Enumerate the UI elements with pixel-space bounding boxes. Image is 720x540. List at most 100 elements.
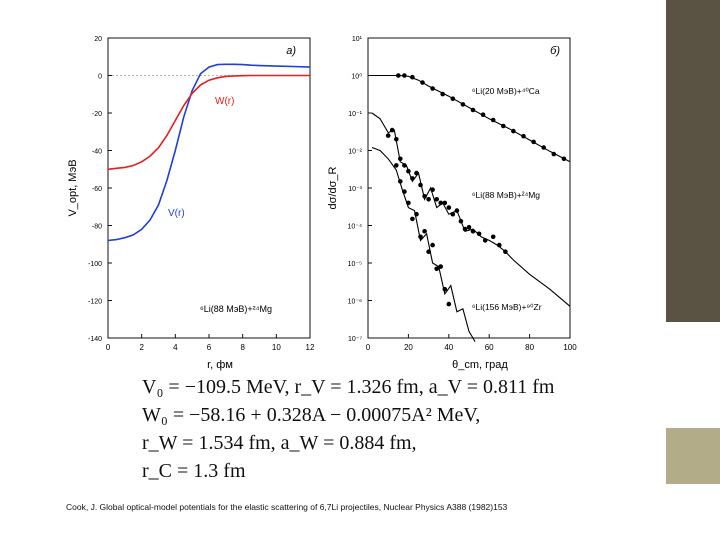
data-point bbox=[454, 208, 460, 213]
y-tick-label: 10⁻⁴ bbox=[348, 224, 363, 231]
data-point bbox=[389, 127, 395, 133]
data-point bbox=[434, 266, 440, 272]
data-point bbox=[426, 197, 431, 202]
panel-b-xlabel: θ_cm, град bbox=[452, 359, 508, 371]
y-tick-label: 10⁻⁶ bbox=[348, 299, 362, 306]
data-point bbox=[476, 231, 482, 237]
data-point bbox=[440, 91, 446, 97]
data-point bbox=[497, 242, 502, 248]
data-point bbox=[531, 139, 536, 145]
data-point bbox=[511, 128, 516, 134]
data-point bbox=[422, 229, 427, 234]
data-point bbox=[466, 224, 472, 230]
panel-a-frame bbox=[107, 37, 311, 339]
sidebar-white-bottom bbox=[666, 486, 720, 540]
data-point bbox=[410, 176, 415, 181]
formula-line-1: V₀ = −109.5 MeV, r_V = 1.326 fm, a_V = 0… bbox=[142, 376, 555, 398]
y-tick-label: -40 bbox=[92, 149, 102, 156]
y-tick-label: 10¹ bbox=[352, 36, 363, 43]
data-point bbox=[402, 163, 407, 168]
panel-b-frame bbox=[367, 37, 571, 339]
data-point bbox=[551, 151, 557, 157]
data-point bbox=[410, 216, 415, 222]
data-point bbox=[434, 197, 440, 202]
data-point bbox=[394, 163, 399, 168]
data-point bbox=[442, 286, 448, 292]
data-point bbox=[430, 187, 435, 192]
y-tick-label: 10⁻¹ bbox=[348, 111, 362, 118]
data-point bbox=[402, 73, 407, 78]
panel-b-ylabel: dσ/dσ_R bbox=[327, 166, 339, 209]
figure: a) V_opt, МэВ r, фм W(r) V(r) ⁶Li(88 МэВ… bbox=[67, 36, 577, 371]
x-tick-label: 100 bbox=[563, 343, 577, 352]
x-tick-label: 0 bbox=[366, 343, 371, 352]
data-point bbox=[561, 156, 567, 162]
v-curve-label: V(r) bbox=[168, 208, 185, 219]
series-curve-0 bbox=[372, 74, 571, 163]
w-curve-label: W(r) bbox=[215, 96, 234, 107]
formula-line-2: W₀ = −58.16 + 0.328A − 0.00075A² MeV, bbox=[142, 404, 481, 426]
label-li88-mg: ⁶Li(88 МэВ)+²⁴Mg bbox=[472, 190, 540, 200]
data-point bbox=[414, 170, 419, 176]
sidebar-tan bbox=[666, 428, 720, 484]
data-point bbox=[442, 200, 448, 206]
data-point bbox=[398, 179, 403, 184]
y-tick-label: 20 bbox=[94, 36, 102, 43]
x-tick-label: 20 bbox=[404, 343, 413, 352]
sidebar-dark bbox=[666, 0, 720, 322]
data-point bbox=[458, 218, 464, 224]
y-tick-label: 10⁻³ bbox=[348, 186, 362, 193]
panel-a: a) V_opt, МэВ r, фм W(r) V(r) ⁶Li(88 МэВ… bbox=[67, 36, 315, 371]
data-point bbox=[406, 168, 411, 174]
data-point bbox=[521, 133, 526, 139]
data-point bbox=[482, 238, 488, 243]
x-tick-label: 8 bbox=[240, 343, 245, 352]
data-point bbox=[406, 200, 411, 206]
data-point bbox=[541, 145, 546, 150]
y-tick-label: 0 bbox=[98, 74, 102, 81]
y-tick-label: -20 bbox=[92, 111, 102, 118]
citation-caption: Cook, J. Global optical-model potentials… bbox=[66, 502, 508, 512]
data-point bbox=[446, 205, 452, 210]
x-tick-label: 0 bbox=[106, 343, 111, 352]
x-tick-label: 40 bbox=[444, 343, 453, 352]
x-tick-label: 4 bbox=[173, 343, 178, 352]
data-point bbox=[394, 136, 399, 142]
panel-b: б) dσ/dσ_R θ_cm, град ⁶Li(20 МэВ)+⁴⁰Ca ⁶… bbox=[327, 36, 577, 371]
y-tick-label: 10⁻⁵ bbox=[348, 261, 362, 268]
y-tick-label: -100 bbox=[88, 261, 102, 268]
data-point bbox=[450, 211, 456, 217]
data-point bbox=[460, 102, 466, 107]
label-li20-ca: ⁶Li(20 МэВ)+⁴⁰Ca bbox=[472, 86, 540, 96]
data-point bbox=[398, 156, 403, 162]
y-tick-label: 10⁻² bbox=[348, 149, 362, 156]
panel-a-label: a) bbox=[286, 45, 296, 57]
data-point bbox=[490, 117, 496, 123]
data-point bbox=[450, 96, 456, 101]
v-curve bbox=[107, 63, 311, 242]
y-tick-label: -60 bbox=[92, 186, 102, 193]
y-tick-label: -80 bbox=[92, 224, 102, 231]
data-point bbox=[480, 112, 486, 117]
data-point bbox=[402, 189, 407, 194]
data-point bbox=[396, 73, 401, 78]
data-point bbox=[446, 301, 452, 307]
w-curve bbox=[107, 74, 310, 171]
data-point bbox=[462, 226, 468, 232]
x-tick-label: 10 bbox=[272, 343, 281, 352]
x-tick-label: 2 bbox=[139, 343, 144, 352]
data-point bbox=[490, 234, 496, 240]
y-tick-label: -120 bbox=[88, 299, 102, 306]
data-point bbox=[503, 249, 508, 254]
data-point bbox=[420, 80, 425, 85]
y-tick-label: 10⁻⁷ bbox=[348, 336, 362, 343]
data-point bbox=[438, 200, 444, 206]
formula-line-3: r_W = 1.534 fm, a_W = 0.884 fm, bbox=[142, 432, 417, 454]
panel-a-annotation: ⁶Li(88 МэВ)+²⁴Mg bbox=[200, 304, 272, 314]
sidebar-white bbox=[666, 322, 720, 426]
x-tick-label: 12 bbox=[306, 343, 315, 352]
x-tick-label: 6 bbox=[207, 343, 212, 352]
data-point bbox=[418, 182, 423, 188]
data-point bbox=[430, 86, 435, 91]
label-li156-zr: ⁶Li(156 МэВ)+⁹⁰Zr bbox=[472, 302, 542, 312]
